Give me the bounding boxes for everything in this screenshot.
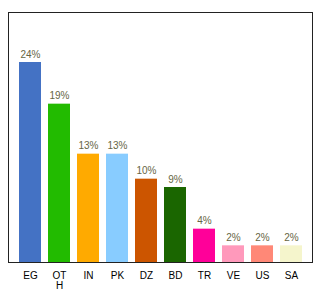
svg-text:BD: BD — [169, 270, 183, 281]
svg-text:2%: 2% — [226, 232, 241, 243]
svg-text:SA: SA — [285, 270, 299, 281]
svg-text:10%: 10% — [136, 165, 156, 176]
svg-text:TR: TR — [198, 270, 211, 281]
svg-text:IN: IN — [84, 270, 94, 281]
svg-text:13%: 13% — [78, 140, 98, 151]
svg-text:19%: 19% — [49, 90, 69, 101]
svg-text:4%: 4% — [197, 215, 212, 226]
svg-text:2%: 2% — [284, 232, 299, 243]
svg-text:9%: 9% — [168, 174, 183, 185]
svg-text:2%: 2% — [255, 232, 270, 243]
svg-text:VE: VE — [227, 270, 241, 281]
svg-text:DZ: DZ — [140, 270, 153, 281]
svg-text:OTH: OTH — [53, 270, 67, 291]
svg-text:13%: 13% — [107, 140, 127, 151]
svg-text:US: US — [256, 270, 270, 281]
svg-text:24%: 24% — [20, 49, 40, 60]
svg-text:EG: EG — [23, 270, 38, 281]
svg-text:PK: PK — [111, 270, 125, 281]
